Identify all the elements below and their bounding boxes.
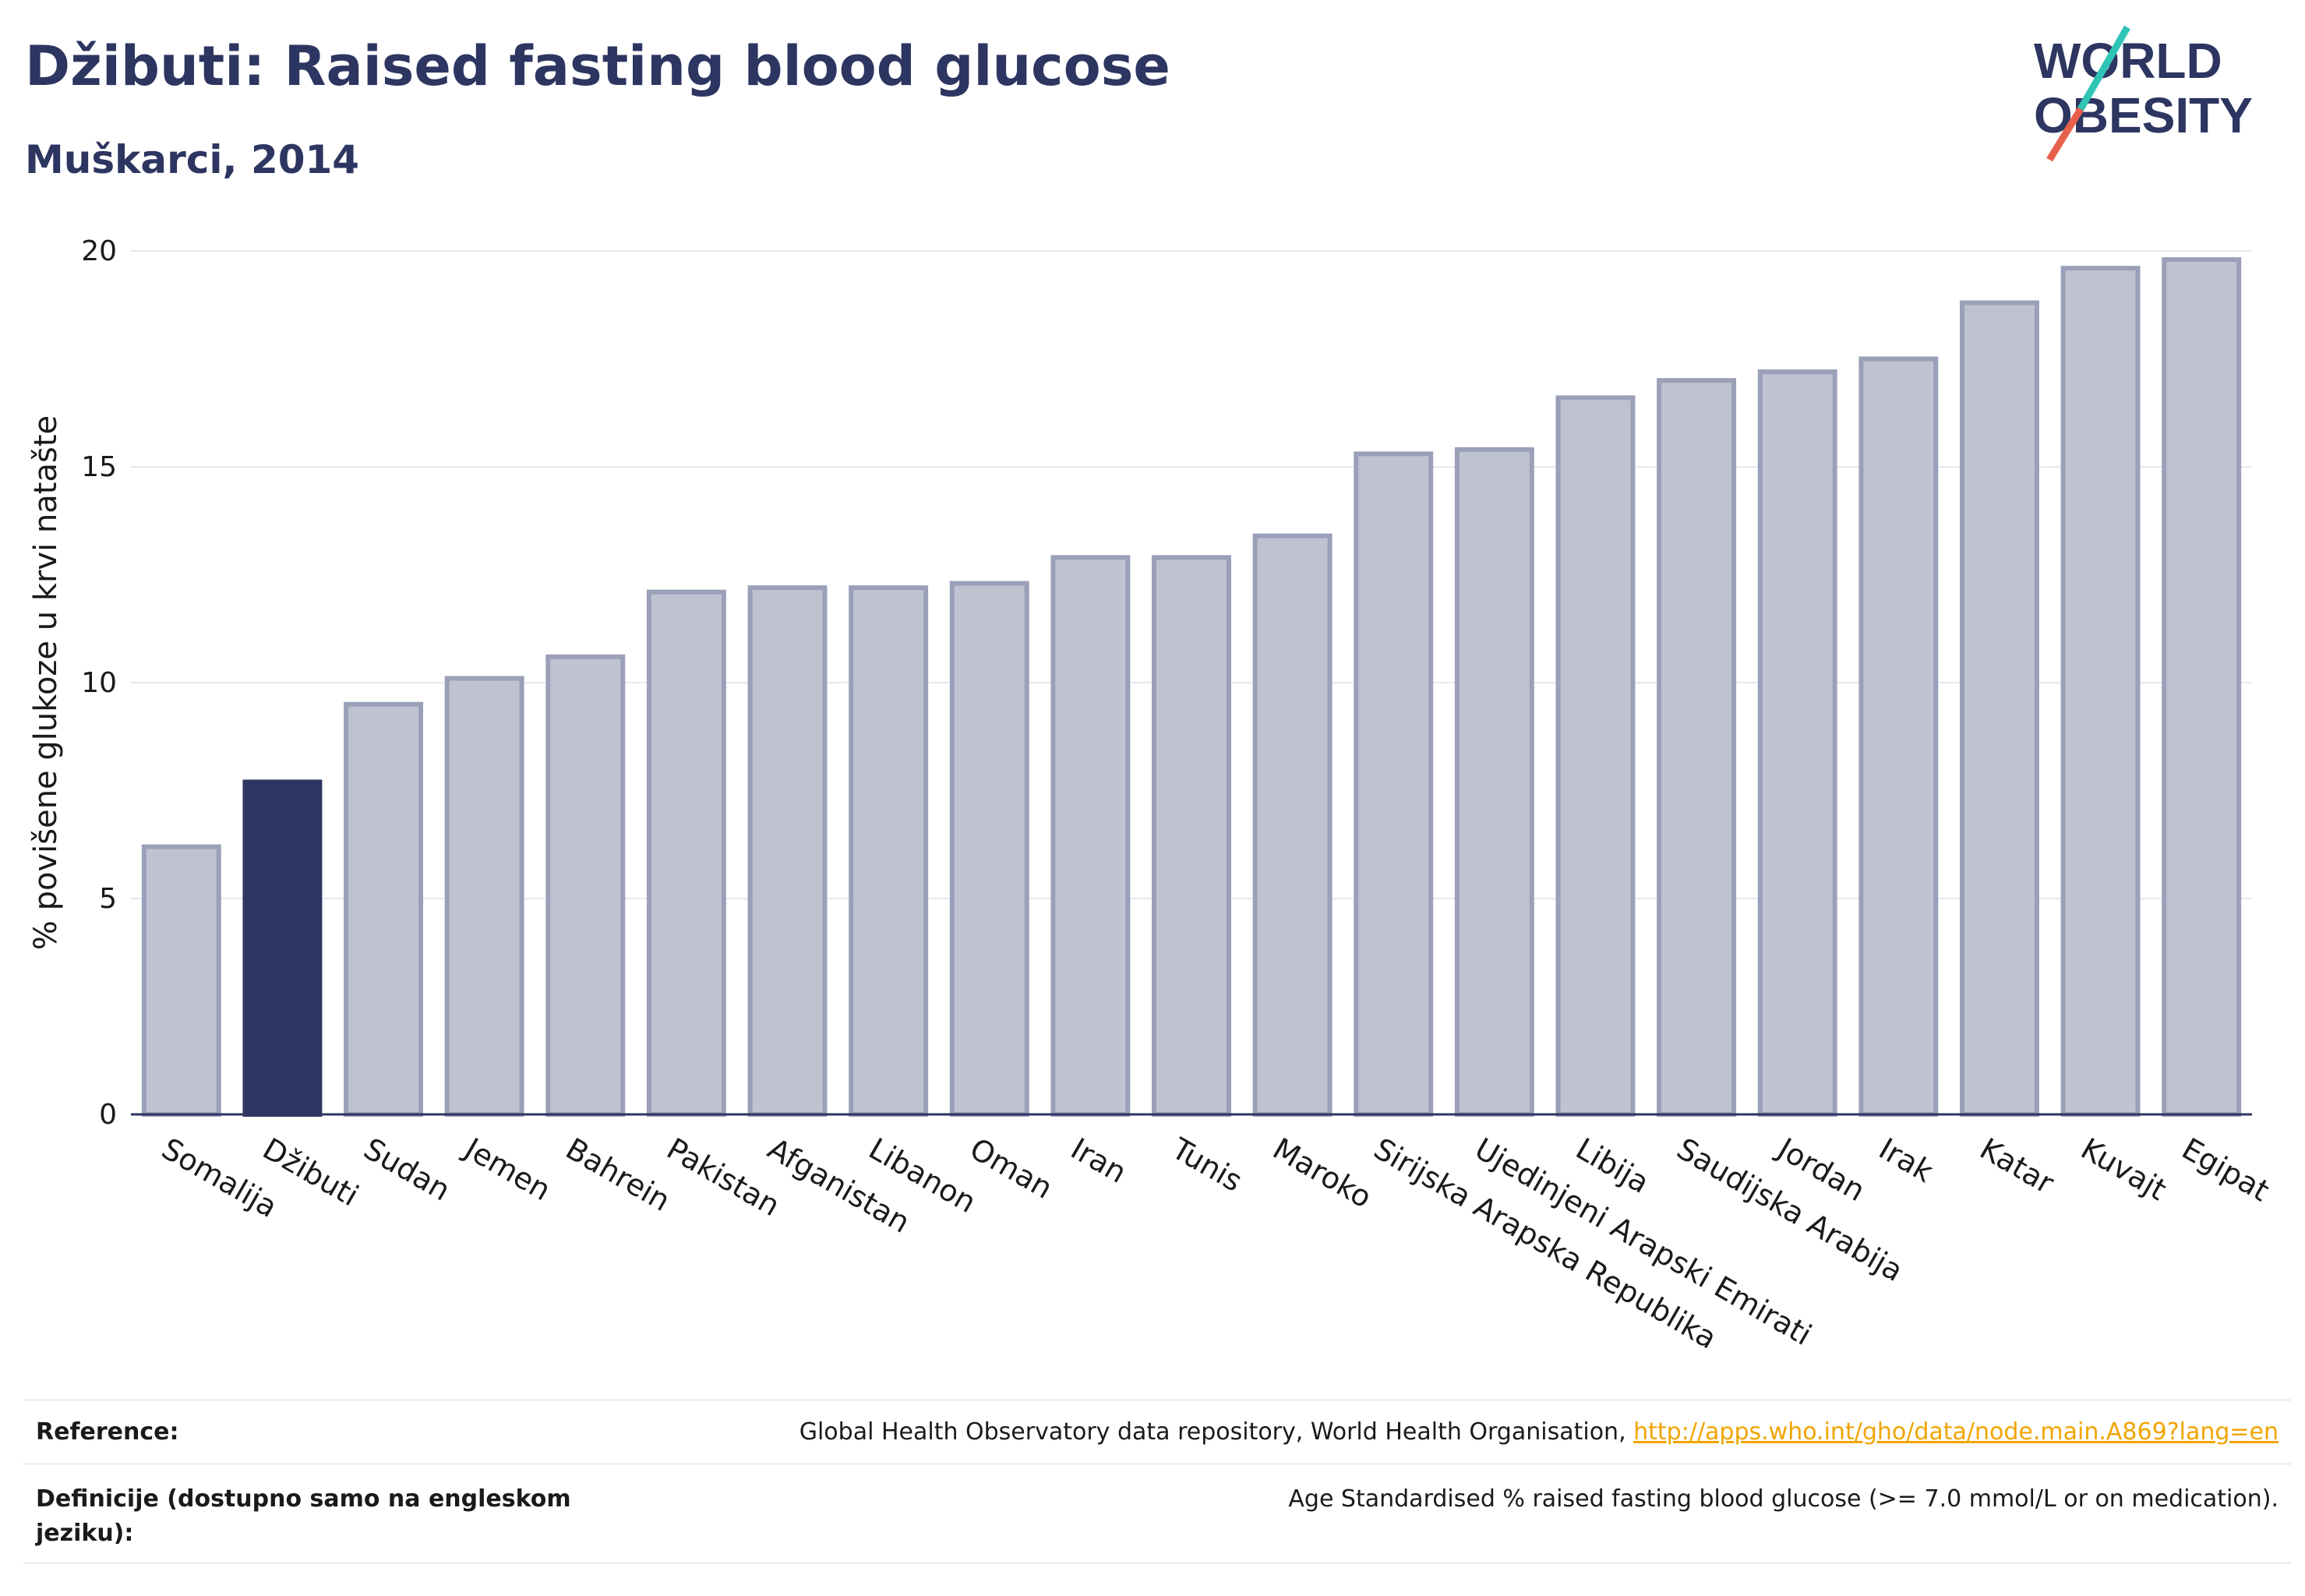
bar [1152, 555, 1231, 1117]
reference-link[interactable]: http://apps.who.int/gho/data/node.main.A… [1633, 1418, 2279, 1446]
x-tick-label: Jemen [457, 1131, 556, 1208]
bar [1657, 378, 1737, 1117]
logo-line2: OBESITY [2034, 87, 2253, 143]
bar [949, 581, 1029, 1117]
bar [141, 844, 221, 1118]
x-tick-label: Tunis [1166, 1131, 1248, 1199]
bar [1050, 555, 1131, 1117]
bar [1757, 369, 1837, 1117]
bar [2060, 266, 2141, 1117]
y-tick-label: 0 [99, 1099, 117, 1131]
x-tick-label: Sudan [358, 1132, 457, 1208]
bar [1252, 533, 1333, 1117]
bar [1354, 451, 1434, 1117]
x-tick-label: Bahrein [560, 1132, 676, 1218]
world-obesity-logo: WORLD OBESITY [2034, 25, 2253, 162]
bar [344, 701, 424, 1117]
x-tick-label: Iran [1065, 1132, 1132, 1190]
bar [444, 676, 524, 1117]
reference-row: Reference: Global Health Observatory dat… [23, 1399, 2291, 1465]
logo-line1: WORLD [2034, 33, 2222, 89]
reference-label: Reference: [36, 1418, 179, 1446]
chart-title: Džibuti: Raised fasting blood glucose [25, 34, 1170, 98]
y-tick-label: 5 [99, 883, 117, 915]
x-tick-label: Somalija [156, 1132, 283, 1224]
bar [1858, 356, 1939, 1117]
y-axis-label: % povišene glukoze u krvi natašte [28, 415, 64, 950]
y-tick-label: 15 [81, 451, 117, 483]
bar [545, 654, 626, 1117]
x-tick-label: Pakistan [661, 1132, 785, 1223]
bar [2162, 257, 2242, 1118]
x-tick-label: Egipat [2176, 1132, 2275, 1209]
x-tick-label: Irak [1873, 1132, 1939, 1189]
y-tick-label: 20 [81, 235, 117, 267]
x-tick-label: Maroko [1267, 1132, 1378, 1215]
logo-slash-bottom-icon [2046, 107, 2084, 162]
definition-row: Definicije (dostupno samo na engleskom j… [23, 1463, 2291, 1564]
bar [1454, 447, 1534, 1117]
bar-highlight [242, 779, 323, 1117]
logo-slash-top-icon [2077, 25, 2130, 111]
definition-label: Definicije (dostupno samo na engleskom j… [36, 1485, 571, 1547]
bar [1959, 300, 2039, 1118]
x-tick-label: Katar [1974, 1132, 2060, 1201]
y-tick-label: 10 [81, 667, 117, 699]
bar [646, 589, 726, 1117]
reference-value: Global Health Observatory data repositor… [800, 1415, 2279, 1449]
x-tick-label: Kuvajt [2075, 1132, 2172, 1207]
chart-subtitle: Muškarci, 2014 [25, 137, 360, 182]
definition-value: Age Standardised % raised fasting blood … [1288, 1485, 2279, 1513]
bar [849, 585, 929, 1117]
bar [1555, 395, 1636, 1117]
reference-text: Global Health Observatory data repositor… [799, 1418, 1634, 1446]
bar [747, 585, 828, 1117]
